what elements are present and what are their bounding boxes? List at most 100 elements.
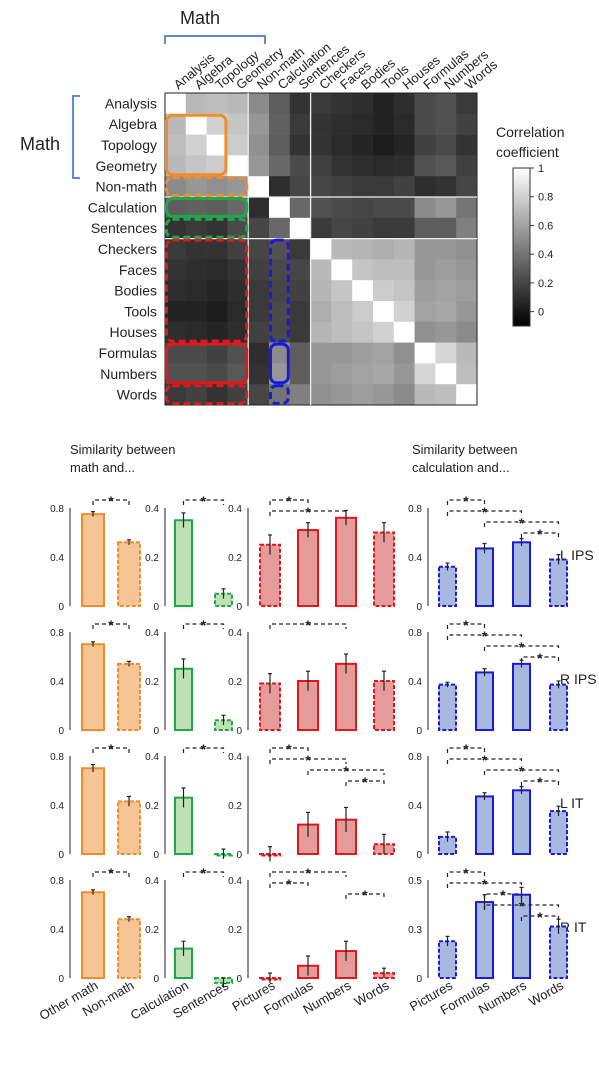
right-panel-title-line2: calculation and... bbox=[412, 460, 510, 475]
heatmap-cell bbox=[435, 301, 457, 323]
significance-bracket bbox=[182, 623, 225, 629]
heatmap-cell bbox=[227, 384, 249, 406]
heatmap-cell bbox=[373, 155, 395, 177]
heatmap-cell bbox=[393, 155, 415, 177]
significance-bracket bbox=[446, 747, 486, 753]
heatmap-cell bbox=[435, 134, 457, 156]
heatmap-cell bbox=[310, 280, 332, 302]
significance-star: * bbox=[108, 741, 114, 757]
significance-star: * bbox=[482, 752, 488, 768]
heatmap-cell bbox=[206, 176, 228, 198]
y-tick-label: 0.8 bbox=[408, 752, 422, 763]
heatmap-cell bbox=[456, 134, 478, 156]
heatmap-cell bbox=[206, 384, 228, 406]
heatmap-cell bbox=[456, 217, 478, 239]
heatmap-cell bbox=[310, 134, 332, 156]
heatmap-cell bbox=[289, 113, 311, 135]
y-tick-label: 0.2 bbox=[145, 925, 159, 936]
significance-bracket bbox=[269, 758, 347, 764]
heatmap-cell bbox=[185, 238, 207, 260]
bar bbox=[549, 558, 568, 608]
significance-star: * bbox=[482, 876, 488, 892]
bar bbox=[297, 529, 319, 607]
heatmap-cell bbox=[185, 280, 207, 302]
significance-bracket bbox=[483, 769, 560, 775]
y-tick-label: 0.4 bbox=[50, 801, 64, 812]
y-tick-label: 0.4 bbox=[408, 553, 422, 564]
heatmap-cell bbox=[206, 301, 228, 323]
heatmap-cell bbox=[373, 238, 395, 260]
heatmap-cell bbox=[435, 342, 457, 364]
significance-bracket bbox=[182, 747, 225, 753]
bar bbox=[438, 683, 457, 731]
heatmap-row-label: Calculation bbox=[88, 199, 157, 215]
heatmap-cell bbox=[352, 176, 374, 198]
y-tick-label: 0 bbox=[58, 602, 64, 613]
math-row-bracket-label: Math bbox=[20, 134, 60, 154]
heatmap-cells bbox=[164, 92, 478, 406]
y-tick-label: 0 bbox=[153, 726, 159, 737]
significance-star: * bbox=[305, 504, 311, 520]
significance-bracket bbox=[92, 499, 130, 505]
overlay-calculation bbox=[165, 197, 249, 218]
bar bbox=[475, 671, 494, 731]
heatmap-cell bbox=[227, 363, 249, 385]
right-panel-title-line1: Similarity between bbox=[412, 442, 518, 457]
y-tick-label: 0.8 bbox=[50, 876, 64, 887]
bar bbox=[475, 901, 494, 979]
heatmap-cell bbox=[227, 321, 249, 343]
heatmap-cell bbox=[373, 363, 395, 385]
significance-star: * bbox=[482, 628, 488, 644]
significance-star: * bbox=[201, 865, 207, 881]
heatmap-cell bbox=[227, 259, 249, 281]
heatmap-cell bbox=[352, 113, 374, 135]
heatmap-cell bbox=[331, 155, 353, 177]
heatmap-cell bbox=[310, 176, 332, 198]
x-tick-label: Words bbox=[352, 977, 392, 1009]
heatmap-cell bbox=[248, 197, 270, 219]
math-column-bracket bbox=[164, 35, 266, 44]
y-tick-label: 0 bbox=[416, 726, 422, 737]
bar bbox=[117, 541, 141, 607]
heatmap-cell bbox=[435, 321, 457, 343]
heatmap-cell bbox=[185, 155, 207, 177]
heatmap-cell bbox=[373, 217, 395, 239]
y-tick-label: 0.4 bbox=[50, 553, 64, 564]
heatmap-cell bbox=[289, 197, 311, 219]
heatmap-cell bbox=[352, 384, 374, 406]
colorbar-tick-label: 0.2 bbox=[538, 278, 553, 290]
y-tick-label: 0.8 bbox=[50, 628, 64, 639]
bar bbox=[335, 662, 357, 731]
heatmap-cell bbox=[248, 176, 270, 198]
significance-star: * bbox=[108, 617, 114, 633]
region-label: L IT bbox=[560, 795, 584, 811]
heatmap-cell bbox=[331, 176, 353, 198]
heatmap-cell bbox=[456, 342, 478, 364]
colorbar-tick-label: 0.4 bbox=[538, 249, 553, 261]
overlay-sentences bbox=[165, 217, 249, 239]
bar bbox=[81, 643, 105, 731]
heatmap-cell bbox=[269, 384, 291, 406]
colorbar-tick-label: 0.8 bbox=[538, 192, 553, 204]
bar bbox=[549, 683, 568, 731]
heatmap-cell bbox=[373, 384, 395, 406]
colorbar-tick-label: 0 bbox=[538, 307, 544, 319]
heatmap-cell bbox=[331, 134, 353, 156]
heatmap-cell bbox=[352, 342, 374, 364]
heatmap-cell bbox=[331, 238, 353, 260]
y-tick-label: 0.2 bbox=[228, 801, 242, 812]
heatmap-cell bbox=[269, 217, 291, 239]
heatmap-cell bbox=[352, 321, 374, 343]
heatmap-cell bbox=[289, 342, 311, 364]
heatmap-cell bbox=[456, 93, 478, 115]
significance-bracket bbox=[483, 904, 560, 910]
significance-star: * bbox=[537, 774, 543, 790]
heatmap-cell bbox=[414, 342, 436, 364]
heatmap-cell bbox=[393, 176, 415, 198]
heatmap-cell bbox=[165, 259, 187, 281]
y-tick-label: 0.2 bbox=[228, 553, 242, 564]
heatmap-cell bbox=[165, 176, 187, 198]
heatmap-cell bbox=[331, 280, 353, 302]
y-tick-label: 0.4 bbox=[228, 876, 242, 887]
significance-bracket bbox=[269, 747, 309, 753]
